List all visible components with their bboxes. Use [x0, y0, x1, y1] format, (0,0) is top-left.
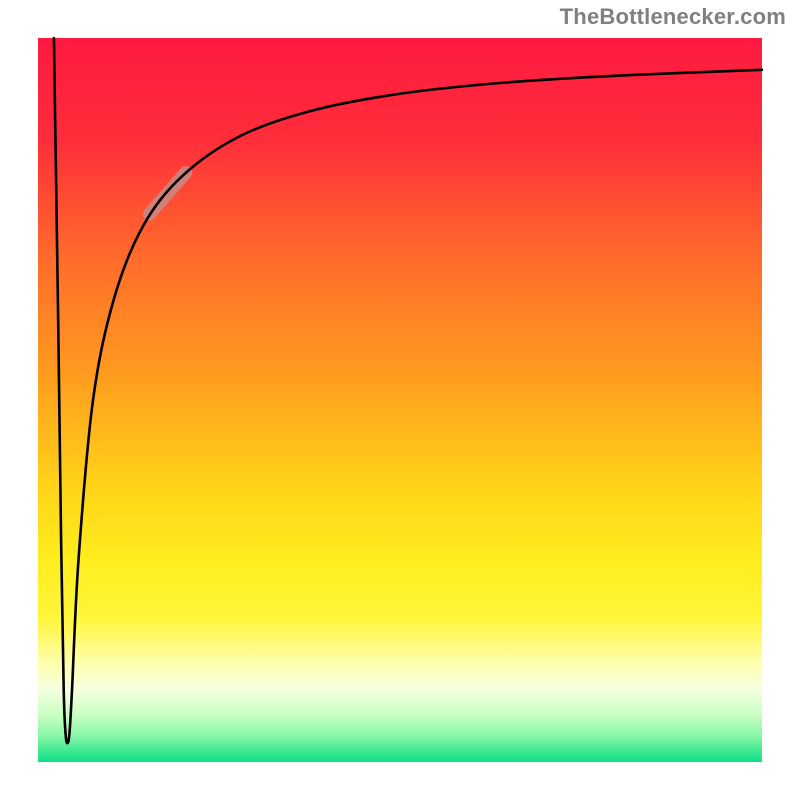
bottleneck-curve: [54, 38, 762, 743]
watermark-text: TheBottlenecker.com: [560, 4, 786, 30]
curve-layer: [38, 38, 762, 762]
plot-area: [38, 38, 762, 762]
chart-container: { "watermark": { "text": "TheBottlenecke…: [0, 0, 800, 800]
